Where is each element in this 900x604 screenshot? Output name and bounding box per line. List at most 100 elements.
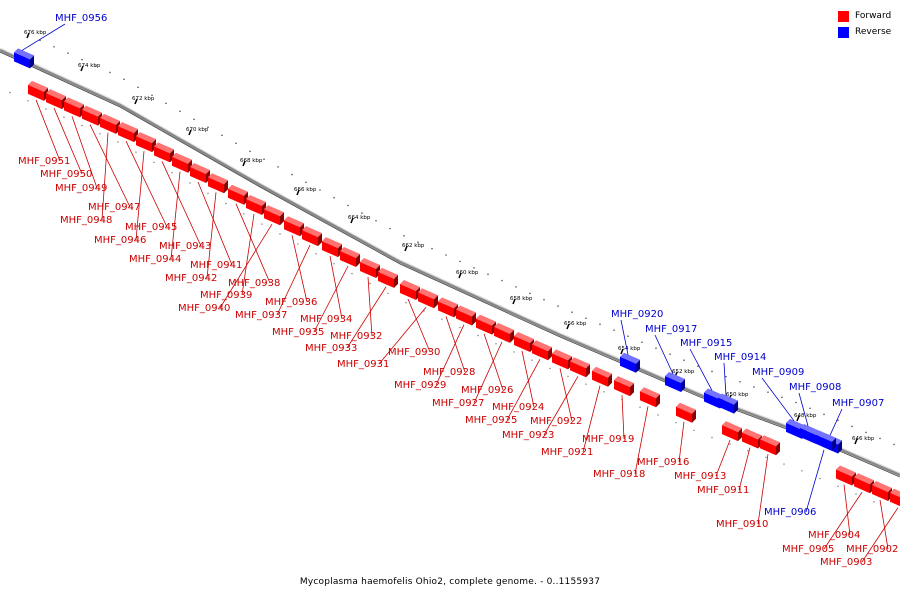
gene-label: MHF_0946 (94, 235, 146, 246)
scale-dot (165, 102, 167, 105)
gene-leader-line (654, 334, 674, 375)
gene-leader-line (689, 348, 713, 391)
gene-label: MHF_0934 (300, 314, 352, 325)
gene-mhf-0932[interactable]: MHF_0932 (330, 258, 382, 342)
gene-mhf-0910[interactable]: MHF_0910 (716, 435, 780, 530)
tick-mark (512, 298, 516, 305)
gene-leader-line (582, 385, 601, 453)
legend-item-forward: Forward (838, 8, 891, 24)
gene-label: MHF_0904 (808, 530, 860, 541)
gene-mhf-0918[interactable]: MHF_0918 (593, 387, 660, 480)
gene-block-front (476, 318, 492, 335)
gene-mhf-0936[interactable]: MHF_0936 (265, 216, 317, 308)
gene-block-side (586, 364, 590, 378)
gene-label: MHF_0949 (55, 183, 107, 194)
gene-mhf-0925[interactable]: MHF_0925 (465, 340, 552, 426)
gene-block-front (46, 93, 62, 110)
gene-block-front (718, 397, 734, 414)
track-dot (711, 436, 713, 439)
gene-leader-line (543, 376, 579, 436)
tick-label: 654 kbp (618, 346, 641, 352)
gene-mhf-0941[interactable]: MHF_0941 (190, 163, 242, 271)
gene-leader-line (634, 406, 649, 475)
gene-mhf-0945[interactable]: MHF_0945 (118, 122, 177, 233)
gene-leader-line (473, 341, 503, 404)
track-dot (261, 223, 263, 225)
gene-leader-line (53, 107, 83, 175)
gene-mhf-0909[interactable]: MHF_0909 (752, 367, 806, 439)
genome-caption: Mycoplasma haemofelis Ohio2, complete ge… (299, 577, 601, 587)
gene-mhf-0937[interactable]: MHF_0937 (235, 226, 322, 321)
gene-mhf-0903[interactable]: MHF_0903 (820, 488, 900, 568)
gene-mhf-0906[interactable]: MHF_0906 (764, 430, 836, 518)
track-dot (765, 456, 767, 459)
gene-block-side (776, 442, 780, 456)
scale-dot (655, 347, 657, 349)
gene-mhf-0946[interactable]: MHF_0946 (94, 132, 156, 246)
gene-block-front (340, 251, 356, 267)
gene-mhf-0944[interactable]: MHF_0944 (129, 152, 192, 265)
gene-mhf-0920[interactable]: MHF_0920 (611, 309, 663, 373)
gene-mhf-0931[interactable]: MHF_0931 (337, 288, 438, 370)
gene-block-front (722, 425, 738, 442)
gene-mhf-0956[interactable]: MHF_0956 (14, 13, 107, 69)
gene-leader-line (435, 324, 465, 386)
gene-leader-line (621, 395, 625, 440)
gene-block-side (608, 373, 612, 387)
track-dot (189, 182, 191, 184)
gene-block-front (64, 101, 80, 118)
gene-block-front (360, 262, 376, 278)
gene-block-front (742, 432, 758, 449)
gene-mhf-0942[interactable]: MHF_0942 (165, 173, 228, 284)
gene-block-front (100, 117, 116, 134)
gene-mhf-0923[interactable]: MHF_0923 (502, 357, 590, 441)
tick-label: 660 kbp (456, 270, 479, 276)
gene-label: MHF_0923 (502, 430, 554, 441)
gene-mhf-0902[interactable]: MHF_0902 (846, 480, 898, 555)
gene-mhf-0933[interactable]: MHF_0933 (305, 267, 398, 354)
gene-block-front (800, 428, 816, 444)
gene-label: MHF_0944 (129, 254, 181, 265)
gene-mhf-0914[interactable]: MHF_0914 (714, 352, 766, 414)
gene-leader-line (197, 181, 233, 266)
gene-mhf-0919[interactable]: MHF_0919 (582, 376, 634, 445)
track-dot (333, 263, 335, 265)
gene-block-top (760, 435, 780, 447)
gene-mhf-0950[interactable]: MHF_0950 (40, 89, 92, 180)
gene-mhf-0951[interactable]: MHF_0951 (18, 80, 70, 167)
track-dot (99, 133, 101, 135)
scale-dot (207, 126, 209, 129)
gene-block-top (438, 297, 458, 309)
gene-mhf-0921[interactable]: MHF_0921 (541, 366, 612, 458)
gene-block-front (614, 380, 630, 397)
gene-leader-line (170, 171, 181, 260)
gene-label: MHF_0910 (716, 519, 768, 530)
gene-mhf-0940[interactable]: MHF_0940 (178, 205, 284, 314)
gene-mhf-0913[interactable]: MHF_0913 (674, 421, 742, 482)
gene-block-top (246, 195, 266, 206)
track-dot (495, 343, 497, 345)
gene-label: MHF_0945 (125, 222, 177, 233)
tick-label: 664 kbp (348, 215, 371, 221)
gene-label: MHF_0947 (88, 202, 140, 213)
gene-mhf-0930[interactable]: MHF_0930 (388, 280, 440, 358)
gene-label: MHF_0942 (165, 273, 217, 284)
gene-mhf-0927[interactable]: MHF_0927 (432, 322, 514, 409)
gene-mhf-0934[interactable]: MHF_0934 (300, 237, 352, 325)
gene-label: MHF_0913 (674, 471, 726, 482)
track-dot (513, 351, 515, 353)
gene-block-front (854, 477, 870, 494)
gene-block-side (681, 379, 685, 392)
gene-mhf-0935[interactable]: MHF_0935 (272, 247, 360, 338)
scale-dot (235, 142, 237, 145)
tick-mark (350, 217, 354, 224)
gene-mhf-0917[interactable]: MHF_0917 (645, 324, 697, 392)
gene-mhf-0911[interactable]: MHF_0911 (697, 428, 762, 496)
track-dot (693, 429, 695, 432)
gene-mhf-0916[interactable]: MHF_0916 (637, 402, 696, 468)
scale-dot (501, 279, 503, 282)
gene-block-front (246, 199, 262, 215)
gene-mhf-0943[interactable]: MHF_0943 (154, 142, 211, 252)
gene-mhf-0929[interactable]: MHF_0929 (394, 305, 476, 391)
